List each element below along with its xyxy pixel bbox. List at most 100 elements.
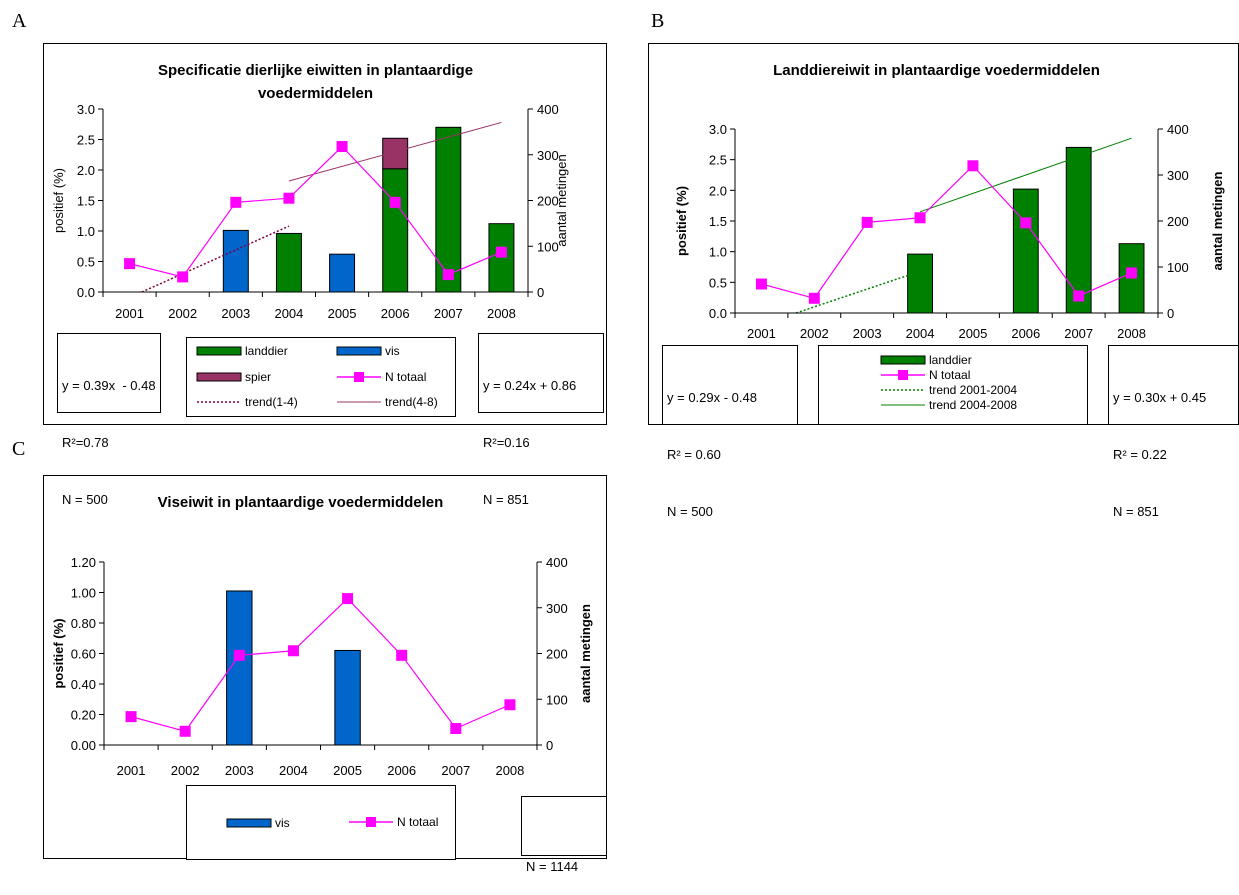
n-totaal-point xyxy=(124,258,136,270)
y-tick-label: 2.5 xyxy=(77,133,95,148)
n-totaal-point xyxy=(495,246,507,258)
n-totaal-line xyxy=(761,164,1132,299)
y-tick-label: 0.0 xyxy=(77,285,95,300)
chart-frame-a xyxy=(43,43,607,425)
x-tick-label: 2001 xyxy=(115,306,144,321)
n-totaal-point xyxy=(450,723,462,735)
legend-item-trend-2001-2004: trend 2001-2004 xyxy=(881,383,1018,397)
n-totaal-point xyxy=(396,649,408,661)
y-tick-label: 1.20 xyxy=(71,555,96,570)
y2-tick-label: 100 xyxy=(537,239,559,254)
y-tick-label: 2.0 xyxy=(709,183,727,198)
x-tick-label: 2004 xyxy=(906,326,935,341)
y-tick-label: 0.60 xyxy=(71,647,96,662)
legend-item-trend-1-4: trend(1-4) xyxy=(197,395,298,409)
x-tick-label: 2006 xyxy=(1011,326,1040,341)
x-tick-label: 2001 xyxy=(747,326,776,341)
chart-title-line: voedermiddelen xyxy=(258,85,373,102)
legend-item-n-totaal: N totaal xyxy=(337,369,426,385)
n-totaal-line xyxy=(129,145,502,278)
charts-canvas: Specificatie dierlijke eiwitten in plant… xyxy=(51,62,1225,778)
x-tick-label: 2002 xyxy=(171,763,200,778)
legend-item-n-totaal: N totaal xyxy=(881,367,970,383)
bar-vis xyxy=(222,229,249,293)
x-tick-label: 2002 xyxy=(168,306,197,321)
n-totaal-point xyxy=(177,271,189,283)
legend-b: landdier N totaal trend 2001-2004 trend … xyxy=(818,345,1088,425)
n-totaal-point xyxy=(755,278,767,290)
legend-item-vis: vis xyxy=(336,343,400,359)
y2-tick-label: 0 xyxy=(1167,306,1174,321)
y-tick-label: 0.5 xyxy=(77,255,95,270)
stats-n: N = 500 xyxy=(62,492,108,507)
y-tick-label: 1.5 xyxy=(77,194,95,209)
legend-item-landdier: landdier xyxy=(196,343,288,359)
x-tick-label: 2005 xyxy=(333,763,362,778)
chart-title-line: Specificatie dierlijke eiwitten in plant… xyxy=(158,62,473,79)
stats-equation: y = 0.24x + 0.86 xyxy=(483,378,577,393)
panel-letter-c: C xyxy=(12,438,26,460)
trend-line xyxy=(141,225,290,293)
n-totaal-point xyxy=(336,141,348,153)
stats-box-right-a: y = 0.24x + 0.86 R²=0.16 N = 851 xyxy=(478,333,604,507)
y2-axis-title: aantal metingen xyxy=(1210,171,1225,270)
stats-r2: R²=0.78 xyxy=(62,435,109,450)
bar-landdier xyxy=(488,223,515,293)
panel-letter-b: B xyxy=(651,10,665,32)
legend-item-trend-4-8: trend(4-8) xyxy=(337,395,438,409)
x-tick-label: 2003 xyxy=(225,763,254,778)
y-tick-label: 0.40 xyxy=(71,677,96,692)
x-tick-label: 2006 xyxy=(381,306,410,321)
n-totaal-point xyxy=(233,649,245,661)
y-tick-label: 0.0 xyxy=(709,306,727,321)
panel-letter-a: A xyxy=(12,10,27,32)
y-tick-label: 2.0 xyxy=(77,163,95,178)
legend-item-landdier: landdier xyxy=(880,352,972,368)
y2-tick-label: 300 xyxy=(546,601,568,616)
bar-landdier xyxy=(1065,146,1092,314)
y-tick-label: 3.0 xyxy=(77,102,95,117)
y2-axis-title: aantal metingen xyxy=(578,604,593,703)
n-totaal-point xyxy=(442,269,454,281)
bar-vis xyxy=(329,253,356,293)
stats-box-left-b: y = 0.29x - 0.48 R² = 0.60 N = 500 xyxy=(662,345,798,519)
n-totaal-point xyxy=(1073,290,1085,302)
n-totaal-point xyxy=(125,711,137,723)
x-tick-label: 2003 xyxy=(853,326,882,341)
y2-tick-label: 300 xyxy=(1167,168,1189,183)
legend-item-vis: vis xyxy=(226,815,290,831)
bar-landdier xyxy=(1012,188,1039,314)
y2-tick-label: 0 xyxy=(537,285,544,300)
y2-tick-label: 200 xyxy=(1167,214,1189,229)
y-tick-label: 1.0 xyxy=(77,224,95,239)
legend-item-spier: spier xyxy=(196,369,271,385)
bar-vis xyxy=(334,649,361,746)
x-tick-label: 2008 xyxy=(487,306,516,321)
stats-r2: R² = 0.22 xyxy=(1113,447,1167,462)
y-tick-label: 0.20 xyxy=(71,708,96,723)
x-tick-label: 2001 xyxy=(117,763,146,778)
stats-n: N = 851 xyxy=(483,492,529,507)
stats-equation: y = 0.30x + 0.45 xyxy=(1113,390,1207,405)
n-totaal-point xyxy=(389,196,401,208)
chart-title: Viseiwit in plantaardige voedermiddelen xyxy=(158,494,444,511)
n-totaal-point xyxy=(914,212,926,224)
chart-title: Landdiereiwit in plantaardige voedermidd… xyxy=(773,62,1100,79)
y2-tick-label: 400 xyxy=(537,102,559,117)
n-totaal-point xyxy=(287,645,299,657)
legend-c: vis N totaal xyxy=(186,785,456,860)
y2-tick-label: 400 xyxy=(546,555,568,570)
y2-tick-label: 400 xyxy=(1167,122,1189,137)
y-tick-label: 0.5 xyxy=(709,275,727,290)
y2-tick-label: 300 xyxy=(537,148,559,163)
n-totaal-point xyxy=(283,192,295,204)
n-totaal-point xyxy=(1020,217,1032,229)
y2-axis-title: aantal metingen xyxy=(554,154,569,247)
bar-landdier xyxy=(275,232,302,293)
x-tick-label: 2007 xyxy=(441,763,470,778)
bar-spier xyxy=(382,137,409,170)
n-totaal-line xyxy=(130,597,511,732)
stats-r2: R²=0.16 xyxy=(483,435,530,450)
y-tick-label: 1.00 xyxy=(71,586,96,601)
x-tick-label: 2003 xyxy=(221,306,250,321)
